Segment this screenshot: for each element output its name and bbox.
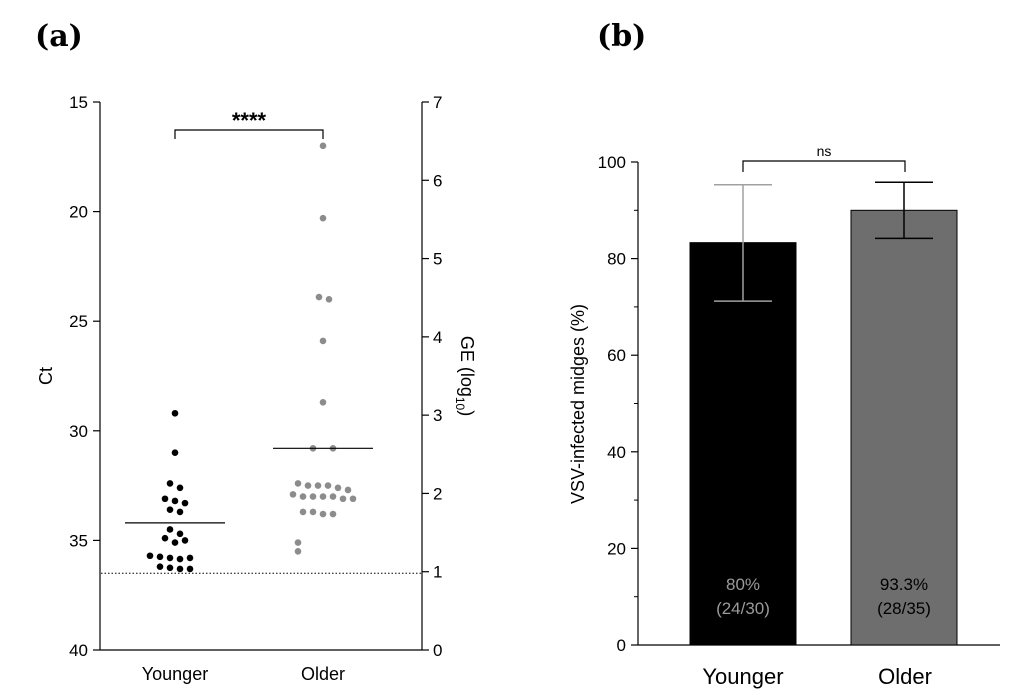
bar-percent-label: 80% [726, 575, 760, 594]
a-right-tick-label: 2 [433, 484, 442, 503]
panel-b-bar: 0 20 40 60 80 100 VSV-infected midges (%) 80%… [568, 143, 1000, 689]
scatter-point-younger [166, 554, 174, 562]
scatter-point-older [304, 482, 312, 489]
scatter-point-older [319, 493, 327, 500]
scatter-point-older [294, 548, 302, 555]
a-right-tick-label: 3 [433, 406, 442, 425]
a-right-tick-label: 4 [433, 328, 442, 347]
scatter-point-younger [161, 495, 169, 503]
bar-percent-label: 93.3% [880, 575, 928, 594]
b-tick-label: 40 [607, 443, 626, 462]
scatter-point-younger [166, 480, 174, 487]
scatter-point-older [315, 293, 323, 301]
scatter-point-older [334, 484, 342, 492]
scatter-point-older [319, 510, 327, 518]
b-y-axis-title: VSV-infected midges (%) [568, 304, 588, 504]
scatter-point-younger [171, 449, 179, 457]
b-tick-label: 60 [607, 346, 626, 365]
b-category-older: Older [878, 664, 932, 689]
scatter-point-younger [176, 530, 184, 538]
scatter-point-younger [186, 554, 194, 562]
scatter-point-older [319, 214, 327, 222]
scatter-point-older [339, 495, 347, 503]
b-tick-label: 80 [607, 250, 626, 269]
a-right-tick-label: 1 [433, 563, 442, 582]
bar-count-label: (24/30) [716, 599, 770, 618]
a-category-older: Older [301, 664, 345, 684]
bar-count-label: (28/35) [877, 599, 931, 618]
a-left-tick-label: 15 [69, 93, 88, 112]
scatter-point-older [324, 482, 332, 489]
a-category-younger: Younger [142, 664, 208, 684]
a-right-tick-label: 5 [433, 250, 442, 269]
bar-older [850, 209, 958, 646]
b-significance-label: ns [817, 143, 832, 159]
b-category-younger: Younger [702, 664, 783, 689]
a-significance-label: **** [232, 108, 267, 133]
scatter-point-younger [171, 409, 179, 417]
a-right-tick-label: 6 [433, 171, 442, 190]
scatter-point-older [289, 491, 297, 498]
scatter-point-older [294, 539, 302, 546]
scatter-point-younger [166, 506, 174, 514]
b-tick-label: 20 [607, 539, 626, 558]
scatter-point-younger [161, 534, 169, 542]
scatter-point-younger [166, 564, 174, 572]
a-significance-bracket [174, 129, 324, 139]
scatter-point-younger [176, 508, 184, 516]
scatter-point-older [299, 493, 307, 500]
scatter-point-younger [181, 537, 189, 544]
bar-younger [689, 242, 797, 646]
scatter-point-older [309, 493, 317, 500]
scatter-point-younger [156, 553, 164, 561]
scatter-point-younger [146, 552, 154, 560]
scatter-point-older [349, 495, 357, 503]
scatter-point-younger [176, 484, 184, 492]
scatter-point-older [294, 480, 302, 487]
scatter-point-younger [186, 565, 194, 573]
a-left-axis-title: Ct [36, 367, 56, 385]
scatter-point-older [319, 142, 327, 150]
a-right-axis-title: GE (log10) [453, 336, 477, 416]
scatter-point-older [344, 486, 352, 494]
b-tick-label: 0 [617, 636, 626, 655]
panel-b-label: (b) [597, 19, 646, 54]
a-left-tick-label: 30 [69, 422, 88, 441]
a-left-tick-label: 40 [69, 641, 88, 660]
a-left-tick-label: 25 [69, 312, 88, 331]
scatter-point-older [319, 399, 327, 406]
scatter-point-younger [171, 497, 179, 505]
scatter-point-younger [156, 563, 164, 571]
b-tick-label: 100 [598, 153, 626, 172]
scatter-point-older [329, 493, 337, 500]
a-left-tick-label: 20 [69, 203, 88, 222]
scatter-point-younger [181, 499, 189, 507]
a-left-tick-label: 35 [69, 531, 88, 550]
scatter-point-younger [176, 565, 184, 573]
scatter-point-older [314, 482, 322, 489]
scatter-point-younger [171, 539, 179, 546]
scatter-point-younger [176, 555, 184, 563]
b-significance-bracket [742, 160, 906, 172]
a-right-tick-label: 7 [433, 93, 442, 112]
scatter-point-older [325, 295, 333, 303]
panel-a-scatter: 15 20 25 30 35 40 0 1 2 3 4 5 6 7 Ct GE (log10) ****… [36, 93, 477, 684]
panel-a-label: (a) [35, 19, 83, 54]
a-right-tick-label: 0 [433, 641, 442, 660]
scatter-point-older [309, 508, 317, 516]
scatter-point-older [299, 508, 307, 516]
scatter-point-older [329, 510, 337, 518]
scatter-point-older [319, 337, 327, 345]
scatter-point-younger [166, 526, 174, 533]
